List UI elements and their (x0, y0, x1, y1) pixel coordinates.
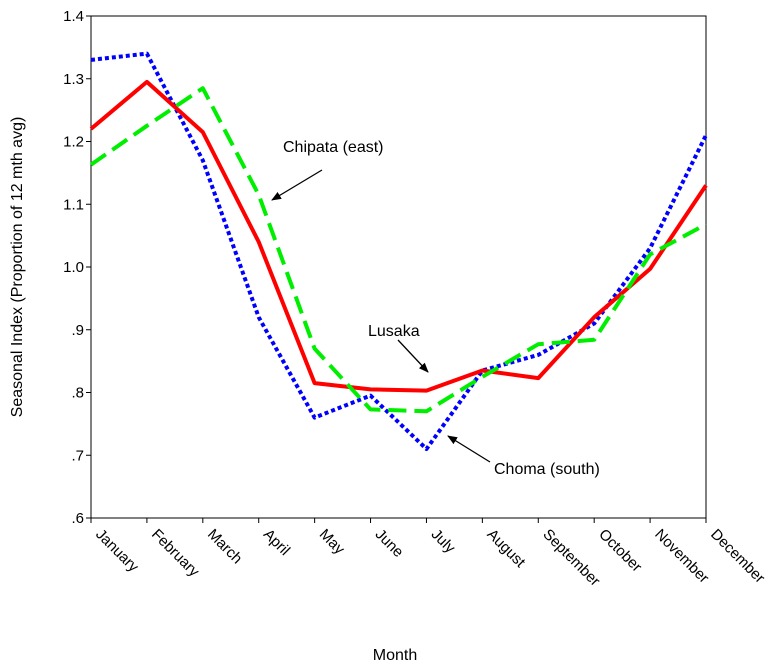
x-tick-label: January (92, 526, 142, 576)
y-tick-label: 1.3 (63, 71, 84, 88)
x-tick-label: October (595, 526, 645, 576)
y-tick-label: .6 (71, 510, 84, 527)
plot-area-frame (90, 15, 707, 519)
y-tick-label: .7 (71, 447, 84, 464)
x-tick-label: November (651, 526, 712, 587)
annotation-arrow-lusaka (397, 339, 429, 373)
x-tick-label: July (428, 526, 459, 557)
y-tick-label: .9 (71, 322, 84, 339)
x-axis-title: Month (373, 647, 417, 664)
y-tick-label: 1.0 (63, 259, 84, 276)
annotation-label-chipata: Chipata (east) (283, 139, 384, 156)
series-line-lusaka (89, 79, 708, 393)
series-lines (89, 51, 708, 451)
y-axis: .6 .7 .8 .9 1.0 1.1 1.2 1.3 1.4 (63, 8, 91, 527)
x-tick-label: December (707, 526, 768, 587)
x-tick-label: June (372, 526, 407, 561)
x-tick-label: February (148, 526, 203, 581)
annotation-label-choma: Choma (south) (494, 461, 600, 478)
y-axis-title: Seasonal Index (Proportion of 12 mth avg… (9, 117, 26, 418)
x-tick-label: September (539, 526, 603, 590)
y-tick-label: 1.4 (63, 8, 84, 25)
x-tick-label: August (484, 526, 530, 572)
annotation-label-lusaka: Lusaka (368, 323, 420, 340)
annotation-arrow-choma (447, 435, 491, 463)
x-tick-label: April (260, 526, 293, 559)
x-tick-label: March (204, 526, 245, 567)
x-tick-label: May (316, 526, 348, 558)
annotations: Chipata (east) Lusaka Choma (south) (271, 139, 600, 478)
y-tick-label: .8 (71, 385, 84, 402)
x-axis: January February March April May June July Augu… (90, 518, 768, 590)
y-tick-label: 1.2 (63, 134, 84, 151)
series-line-chipata (89, 86, 707, 414)
y-tick-label: 1.1 (63, 196, 84, 213)
annotation-arrow-chipata (271, 169, 323, 201)
